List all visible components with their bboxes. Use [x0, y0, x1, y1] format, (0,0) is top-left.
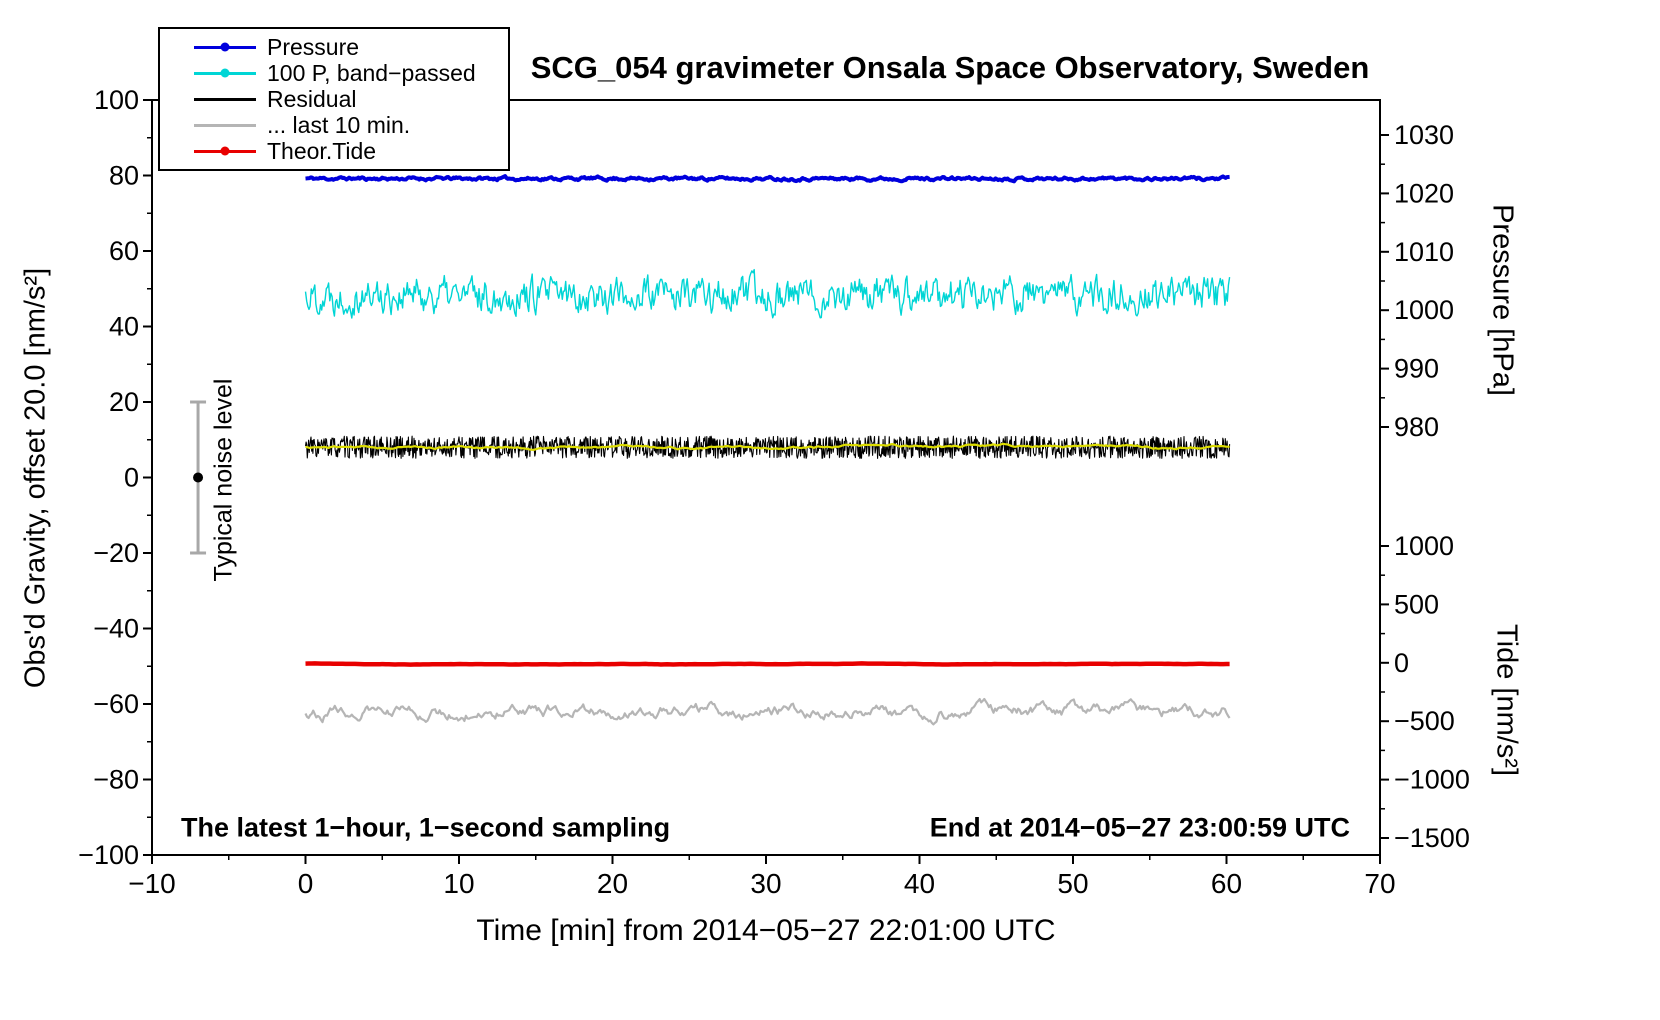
legend-dot-marker	[220, 42, 230, 52]
legend-label: 100 P, band−passed	[267, 59, 476, 86]
series-line-4	[305, 661, 1230, 667]
legend-dot-marker	[220, 68, 230, 78]
svg-text:1030: 1030	[1394, 120, 1454, 150]
plot-frame	[151, 99, 1381, 856]
svg-text:60: 60	[1211, 868, 1242, 899]
svg-text:−80: −80	[93, 765, 139, 795]
legend-label: ... last 10 min.	[267, 111, 411, 138]
legend-item: Theor.Tide	[160, 138, 508, 164]
svg-text:100: 100	[94, 85, 139, 115]
svg-text:−20: −20	[93, 538, 139, 568]
legend-dot-marker	[220, 146, 230, 156]
svg-text:80: 80	[109, 161, 139, 191]
series-line-2	[304, 435, 1231, 459]
svg-text:20: 20	[597, 868, 628, 899]
legend-label: Pressure	[267, 33, 360, 60]
svg-text:−100: −100	[78, 840, 139, 870]
axes: −10 0 10 20 30 40 50 60 70−100−80−60−40−20020406…	[78, 85, 1470, 899]
legend: Pressure 100 P, band−passed Residual... la…	[158, 27, 510, 171]
series-line-5	[304, 697, 1231, 726]
legend-label: Theor.Tide	[267, 137, 377, 164]
end-time-note: End at 2014−05−27 23:00:59 UTC	[929, 812, 1350, 843]
legend-sample-line	[194, 121, 256, 130]
series-line-3	[305, 442, 1230, 451]
legend-item: Residual	[160, 86, 508, 112]
svg-text:−60: −60	[93, 689, 139, 719]
svg-text:−1500: −1500	[1394, 823, 1470, 853]
svg-text:40: 40	[904, 868, 935, 899]
chart-title: SCG_054 gravimeter Onsala Space Observat…	[530, 50, 1370, 85]
legend-sample-line	[194, 68, 256, 78]
y-axis-label-pressure: Pressure [hPa]	[1486, 204, 1519, 396]
svg-text:1020: 1020	[1394, 178, 1454, 208]
legend-item: 100 P, band−passed	[160, 60, 508, 86]
series-layer	[304, 174, 1231, 726]
svg-text:990: 990	[1394, 354, 1439, 384]
svg-text:−1000: −1000	[1394, 765, 1470, 795]
noise-errorbar	[190, 400, 207, 555]
legend-sample-line	[194, 95, 256, 104]
legend-sample-line	[194, 146, 256, 156]
series-line-1	[304, 268, 1231, 319]
svg-text:0: 0	[124, 463, 139, 493]
svg-text:0: 0	[298, 868, 314, 899]
legend-label: Residual	[267, 85, 357, 112]
legend-items: Pressure 100 P, band−passed Residual... la…	[160, 34, 508, 164]
svg-text:980: 980	[1394, 412, 1439, 442]
svg-text:30: 30	[750, 868, 781, 899]
svg-text:−40: −40	[93, 614, 139, 644]
x-axis-label: Time [min] from 2014−05−27 22:01:00 UTC	[476, 914, 1056, 947]
svg-text:1010: 1010	[1394, 237, 1454, 267]
y-axis-label-gravity: Obs'd Gravity, offset 20.0 [nm/s²]	[19, 267, 52, 689]
svg-text:10: 10	[443, 868, 474, 899]
svg-text:70: 70	[1364, 868, 1395, 899]
series-line-0	[304, 174, 1231, 184]
svg-text:0: 0	[1394, 648, 1409, 678]
svg-text:40: 40	[109, 312, 139, 342]
sampling-note: The latest 1−hour, 1−second sampling	[181, 812, 671, 843]
svg-text:500: 500	[1394, 589, 1439, 619]
svg-text:60: 60	[109, 236, 139, 266]
svg-text:50: 50	[1057, 868, 1088, 899]
svg-text:−10: −10	[128, 868, 176, 899]
svg-text:1000: 1000	[1394, 531, 1454, 561]
y-axis-label-tide: Tide [nm/s²]	[1490, 623, 1523, 777]
legend-sample-line	[194, 42, 256, 52]
svg-text:20: 20	[109, 387, 139, 417]
legend-item: Pressure	[160, 34, 508, 60]
svg-text:1000: 1000	[1394, 295, 1454, 325]
svg-text:−500: −500	[1394, 706, 1455, 736]
legend-item: ... last 10 min.	[160, 112, 508, 138]
noise-level-label: Typical noise level	[209, 378, 238, 582]
